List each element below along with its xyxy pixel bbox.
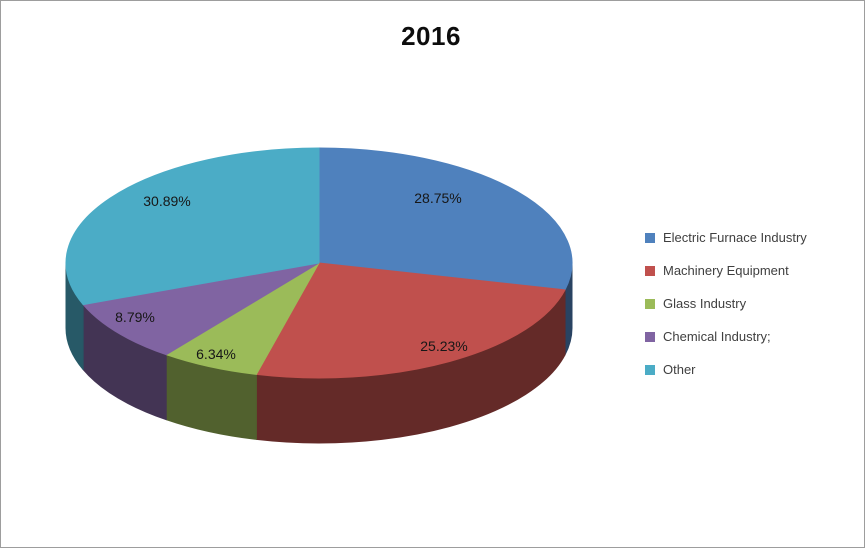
data-label-electric-furnace: 28.75% bbox=[414, 190, 462, 206]
legend-label: Chemical Industry; bbox=[663, 329, 771, 344]
legend-item-machinery-equipment[interactable]: Machinery Equipment bbox=[645, 263, 807, 278]
pie-slice-electric-furnace-industry[interactable] bbox=[318, 147, 573, 291]
data-label-other: 30.89% bbox=[143, 193, 191, 209]
pie-slice-machinery-equipment[interactable] bbox=[255, 262, 566, 379]
legend-swatch-icon bbox=[645, 265, 655, 276]
legend-item-glass-industry[interactable]: Glass Industry bbox=[645, 296, 807, 311]
legend-swatch-icon bbox=[645, 331, 655, 342]
data-label-machinery-equipment: 25.23% bbox=[420, 338, 468, 354]
chart-title: 2016 bbox=[401, 21, 461, 51]
legend-swatch-icon bbox=[645, 298, 655, 309]
legend-item-other[interactable]: Other bbox=[645, 362, 807, 377]
legend-item-chemical-industry[interactable]: Chemical Industry; bbox=[645, 329, 807, 344]
data-label-chemical-industry: 8.79% bbox=[115, 309, 155, 325]
pie-slice-other[interactable] bbox=[65, 147, 320, 306]
legend-swatch-icon bbox=[645, 232, 655, 243]
data-label-glass-industry: 6.34% bbox=[196, 346, 236, 362]
pie-slice-chemical-industry[interactable] bbox=[82, 262, 320, 356]
legend-label: Electric Furnace Industry bbox=[663, 230, 807, 245]
legend-label: Other bbox=[663, 362, 696, 377]
legend-swatch-icon bbox=[645, 364, 655, 375]
legend-label: Machinery Equipment bbox=[663, 263, 789, 278]
legend-label: Glass Industry bbox=[663, 296, 747, 311]
legend-item-electric-furnace[interactable]: Electric Furnace Industry bbox=[645, 230, 807, 245]
legend: Electric Furnace Industry Machinery Equi… bbox=[645, 230, 807, 377]
